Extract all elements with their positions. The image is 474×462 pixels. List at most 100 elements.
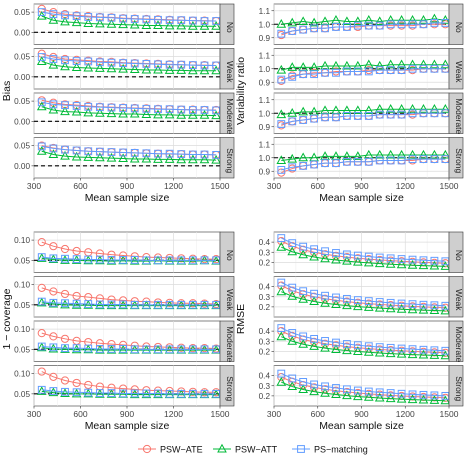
data-point	[332, 249, 340, 257]
legend-item: PSW−ATE	[138, 445, 203, 455]
facet-panel: 0.9 1.0 1.1 Moderate	[259, 92, 464, 134]
data-point	[407, 394, 418, 404]
strip-label: No	[454, 22, 464, 33]
data-point	[48, 104, 59, 114]
data-point	[419, 256, 428, 265]
data-point	[95, 300, 105, 310]
data-point	[84, 57, 93, 66]
facet-panel: 0.20.30.4 Strong	[259, 365, 464, 407]
series-line	[281, 154, 446, 161]
data-point	[408, 155, 417, 163]
data-point	[310, 245, 319, 254]
data-point	[299, 332, 308, 341]
data-point	[200, 106, 209, 114]
data-point	[119, 104, 128, 112]
data-point	[407, 349, 418, 359]
legend-item: PS−matching	[292, 445, 368, 455]
data-point	[48, 149, 59, 159]
data-point	[153, 64, 163, 74]
data-point	[299, 161, 308, 170]
data-point	[83, 388, 94, 398]
data-point	[95, 152, 105, 162]
data-point	[95, 63, 105, 72]
data-point	[353, 60, 363, 70]
data-point	[429, 350, 440, 359]
strip-label: Moderate	[454, 98, 464, 134]
data-point	[200, 150, 209, 159]
y-tick-label: 0.05	[14, 97, 30, 106]
data-point	[374, 149, 385, 159]
data-point	[310, 380, 319, 389]
data-point	[107, 103, 116, 112]
data-point	[165, 105, 174, 114]
data-point	[188, 16, 197, 25]
data-point	[298, 106, 309, 116]
data-point	[386, 110, 395, 119]
data-point	[48, 14, 59, 24]
data-point	[364, 67, 373, 76]
data-point	[95, 344, 105, 354]
data-point	[61, 56, 69, 65]
data-point	[107, 256, 116, 264]
data-point	[199, 21, 210, 30]
data-point	[177, 300, 186, 309]
data-point	[298, 384, 309, 393]
series-line	[41, 346, 217, 350]
data-point	[429, 260, 440, 270]
data-point	[83, 255, 94, 265]
series-line	[41, 150, 217, 161]
facet-panel: 0.05 0.10 Strong	[14, 365, 235, 407]
y-tick-label: 0.3	[259, 293, 271, 302]
series-line	[41, 101, 217, 111]
data-point	[385, 149, 396, 159]
series-line	[41, 389, 217, 395]
y-tick-label: 0.9	[259, 34, 271, 43]
data-point	[129, 64, 140, 74]
facet-panel: 0.20.30.4 Weak	[259, 276, 464, 318]
y-tick-label: 0.3	[259, 382, 271, 391]
data-point	[320, 298, 330, 307]
data-point	[37, 142, 46, 151]
data-point	[342, 60, 352, 70]
x-tick-label: 1500	[440, 409, 459, 419]
data-point	[119, 148, 128, 157]
data-point	[37, 53, 46, 61]
data-point	[396, 149, 407, 159]
data-point	[321, 113, 329, 122]
x-axis-title: Mean sample size	[319, 192, 404, 204]
data-point	[374, 302, 385, 312]
data-point	[119, 389, 128, 398]
data-point	[107, 295, 116, 304]
data-point	[107, 300, 116, 309]
data-point	[298, 249, 309, 259]
data-point	[129, 108, 140, 118]
data-point	[342, 255, 352, 265]
x-tick-label: 1500	[211, 409, 230, 419]
x-tick-label: 1500	[440, 181, 459, 191]
data-point	[107, 339, 116, 349]
y-tick-label: 0.9	[259, 78, 271, 87]
data-point	[276, 64, 287, 74]
data-point	[107, 389, 116, 397]
data-point	[48, 59, 59, 69]
data-point	[364, 297, 373, 306]
data-point	[397, 156, 406, 165]
y-tick-label: 0.05	[14, 390, 30, 399]
data-point	[129, 255, 140, 265]
data-point	[288, 117, 297, 126]
data-point	[107, 383, 116, 392]
data-point	[71, 106, 82, 116]
legend-label: PS−matching	[314, 445, 368, 455]
data-point	[177, 16, 186, 25]
data-point	[142, 389, 151, 398]
data-point	[364, 157, 373, 166]
data-point	[49, 144, 58, 153]
data-point	[37, 283, 46, 292]
data-point	[95, 255, 105, 265]
data-point	[154, 15, 162, 24]
data-point	[429, 59, 440, 69]
data-point	[342, 345, 352, 355]
data-point	[299, 25, 308, 34]
y-tick-label: 0.00	[14, 73, 30, 82]
data-point	[61, 344, 69, 353]
